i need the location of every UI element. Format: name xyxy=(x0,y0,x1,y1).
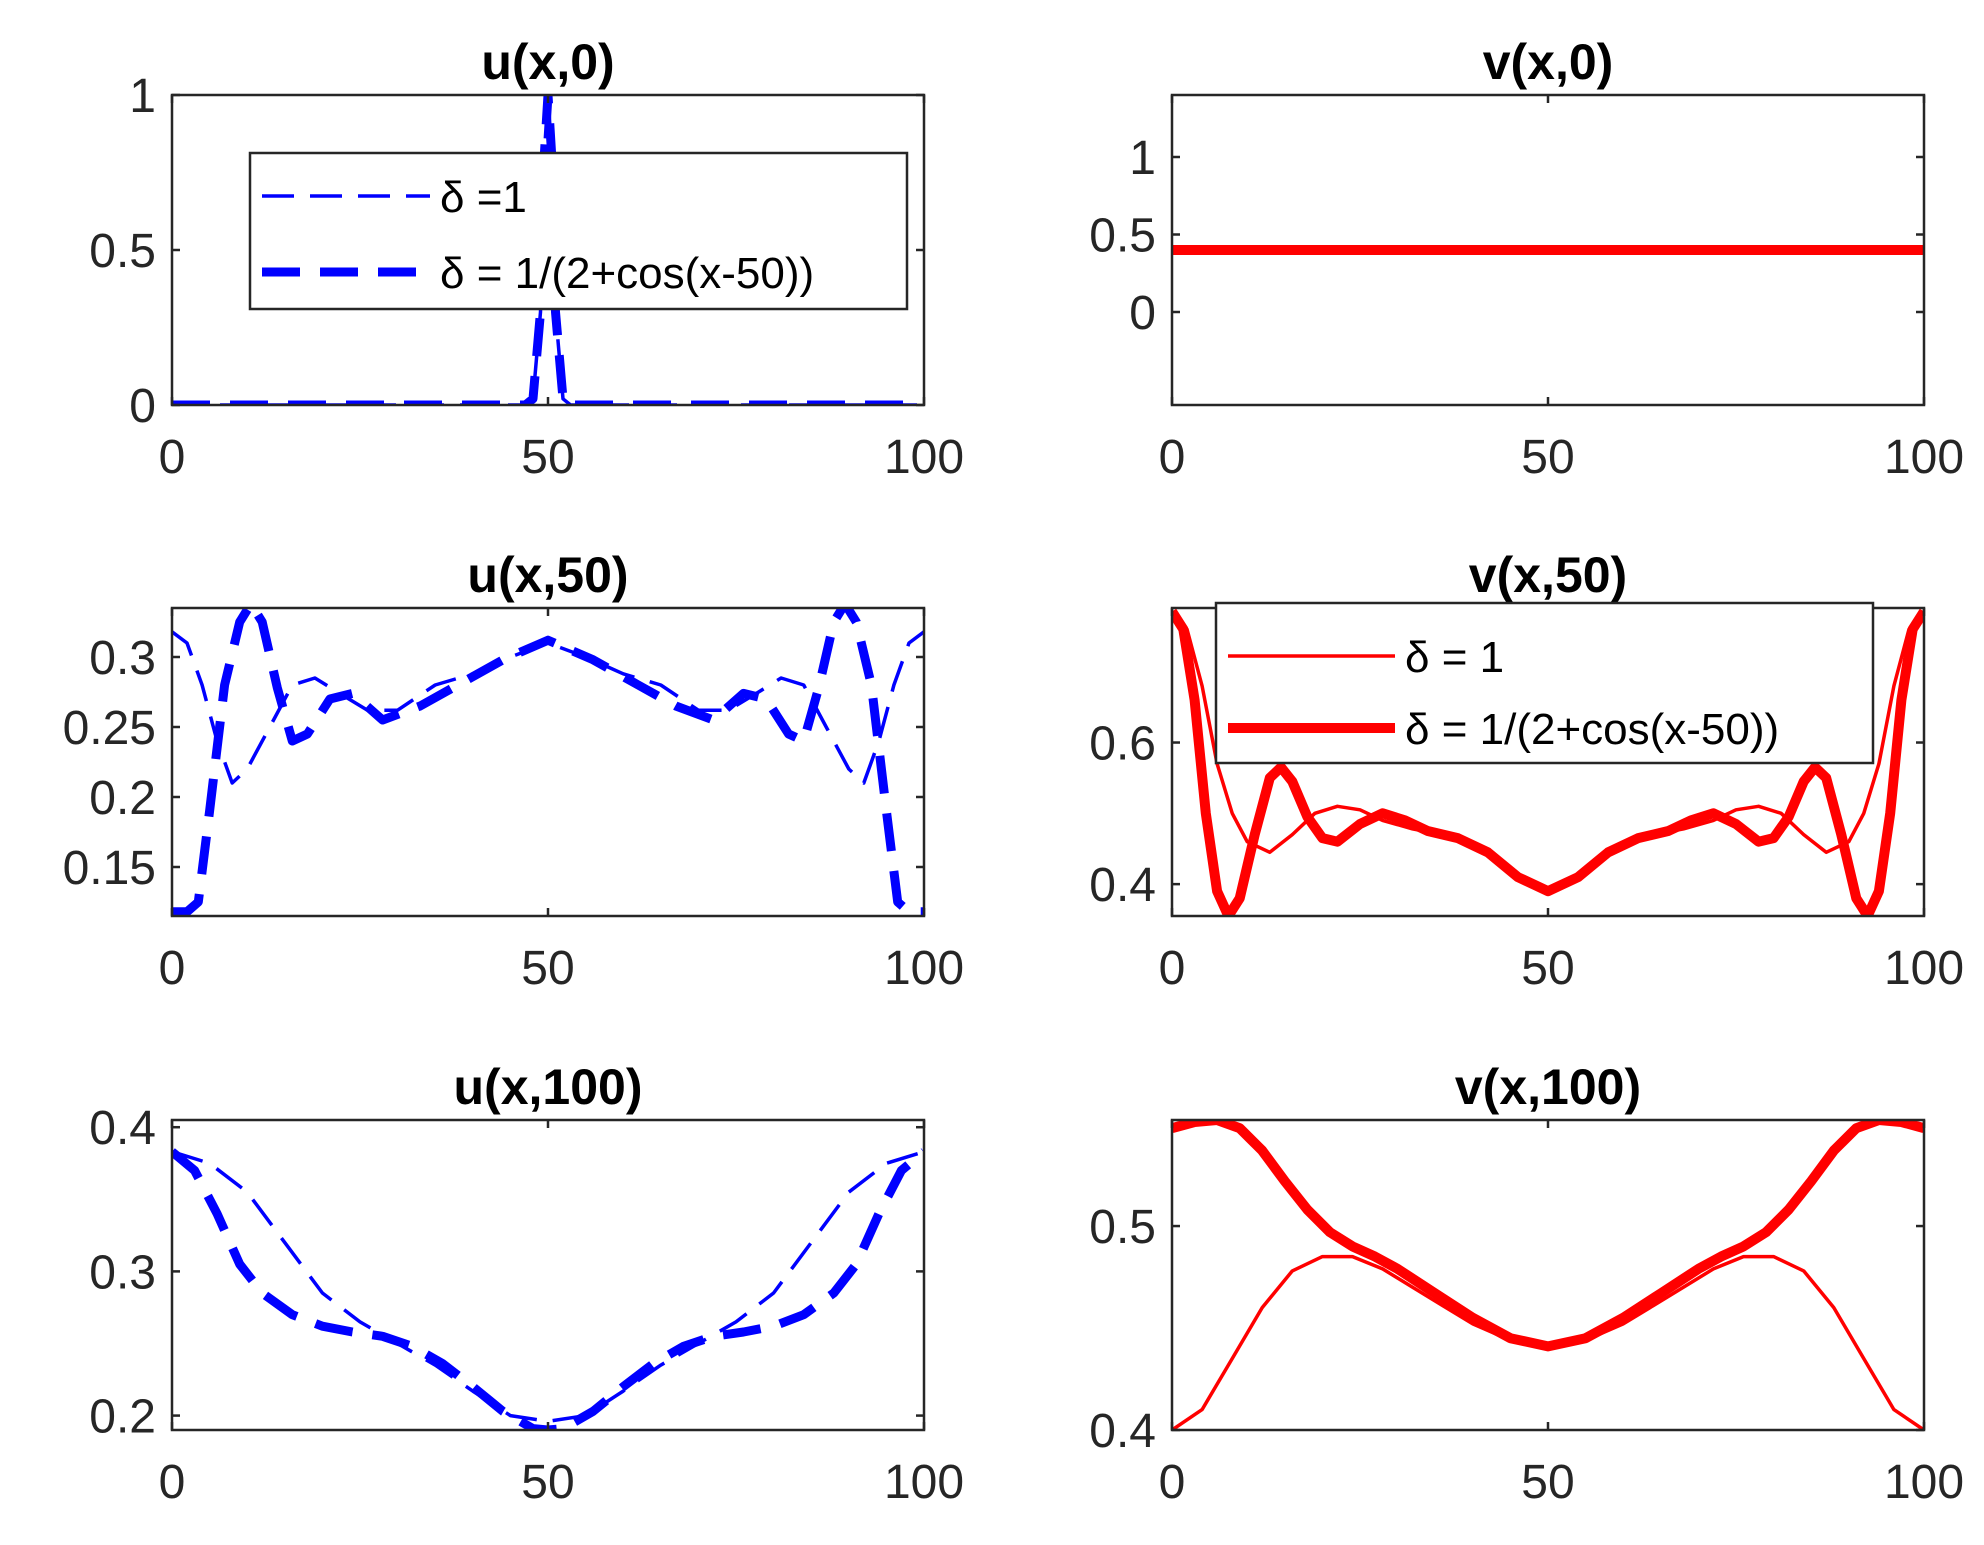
legend-u: δ =1 δ = 1/(2+cos(x-50)) xyxy=(248,151,909,311)
y-tick-label: 0.25 xyxy=(63,702,156,755)
panel-title: v(x,50) xyxy=(1469,547,1627,603)
x-tick-label: 0 xyxy=(159,431,186,484)
y-tick-label: 0.2 xyxy=(89,1391,156,1444)
y-tick-label: 0.5 xyxy=(1089,210,1156,263)
y-tick-label: 0.4 xyxy=(1089,1405,1156,1458)
y-tick-label: 0.2 xyxy=(89,772,156,825)
plot-area xyxy=(172,1148,924,1430)
x-tick-label: 0 xyxy=(159,942,186,995)
legend-entry-delta-1: δ = 1 xyxy=(1405,633,1504,682)
legend-box xyxy=(1214,601,1875,765)
legend-box xyxy=(248,151,909,311)
panel-u-x-100: u(x,100) 0 50 100 0.2 0.3 0.4 xyxy=(89,1059,964,1509)
plot-area xyxy=(1172,608,1924,916)
series-line-1 xyxy=(172,1150,924,1424)
y-tick-label: 0.5 xyxy=(1089,1201,1156,1254)
panel-title: v(x,0) xyxy=(1483,34,1614,90)
legend-entry-delta-variable: δ = 1/(2+cos(x-50)) xyxy=(1405,705,1779,754)
x-tick-label: 50 xyxy=(521,1456,574,1509)
x-tick-label: 100 xyxy=(884,1456,964,1509)
panel-v-x-50: v(x,50) 0 50 100 0.4 0.6 δ = 1 δ = 1/(2+cos(x… xyxy=(1089,547,1964,995)
series-line-2 xyxy=(172,608,924,916)
series-line-2 xyxy=(1172,1120,1924,1352)
panel-title: v(x,100) xyxy=(1455,1059,1641,1115)
series-line-2 xyxy=(1172,608,1924,916)
panel-u-x-0: u(x,0) 0 50 100 0 0.5 1 δ =1 δ = 1/(2+cos(x-50… xyxy=(89,34,964,484)
y-tick-label: 0.3 xyxy=(89,632,156,685)
y-tick-label: 0.6 xyxy=(1089,718,1156,771)
x-tick-label: 100 xyxy=(884,942,964,995)
y-tick-label: 0.15 xyxy=(63,842,156,895)
panel-title: u(x,100) xyxy=(454,1059,643,1115)
x-tick-label: 50 xyxy=(1521,431,1574,484)
legend-entry-delta-1: δ =1 xyxy=(440,173,527,222)
y-tick-label: 1 xyxy=(1129,132,1156,185)
x-tick-label: 0 xyxy=(1159,942,1186,995)
panel-u-x-50: u(x,50) 0 50 100 0.15 0.2 0.25 0.3 xyxy=(63,547,964,995)
x-tick-label: 0 xyxy=(1159,431,1186,484)
series-line-2 xyxy=(172,1148,924,1430)
x-tick-label: 100 xyxy=(884,431,964,484)
panel-v-x-100: v(x,100) 0 50 100 0.4 0.5 xyxy=(1089,1059,1964,1509)
y-tick-label: 0 xyxy=(129,380,156,433)
x-tick-label: 100 xyxy=(1884,431,1964,484)
x-tick-label: 50 xyxy=(521,431,574,484)
x-tick-label: 50 xyxy=(1521,1456,1574,1509)
x-tick-label: 0 xyxy=(1159,1456,1186,1509)
plot-area xyxy=(172,608,924,916)
panel-title: u(x,0) xyxy=(481,34,614,90)
legend-v: δ = 1 δ = 1/(2+cos(x-50)) xyxy=(1214,601,1875,765)
y-tick-label: 0.5 xyxy=(89,225,156,278)
x-tick-label: 50 xyxy=(1521,942,1574,995)
y-tick-label: 1 xyxy=(129,70,156,123)
y-tick-label: 0.4 xyxy=(89,1102,156,1155)
y-tick-label: 0.3 xyxy=(89,1246,156,1299)
y-tick-label: 0.4 xyxy=(1089,859,1156,912)
x-tick-label: 100 xyxy=(1884,1456,1964,1509)
plot-area xyxy=(1172,1120,1924,1430)
legend-entry-delta-variable: δ = 1/(2+cos(x-50)) xyxy=(440,249,814,298)
series-line-2 xyxy=(172,95,924,405)
y-tick-label: 0 xyxy=(1129,287,1156,340)
plot-area xyxy=(172,95,924,405)
x-tick-label: 0 xyxy=(159,1456,186,1509)
series-line-1 xyxy=(172,630,924,785)
panel-title: u(x,50) xyxy=(467,547,628,603)
x-tick-label: 100 xyxy=(1884,942,1964,995)
panel-v-x-0: v(x,0) 0 50 100 0 0.5 1 xyxy=(1089,34,1964,484)
x-tick-label: 50 xyxy=(521,942,574,995)
